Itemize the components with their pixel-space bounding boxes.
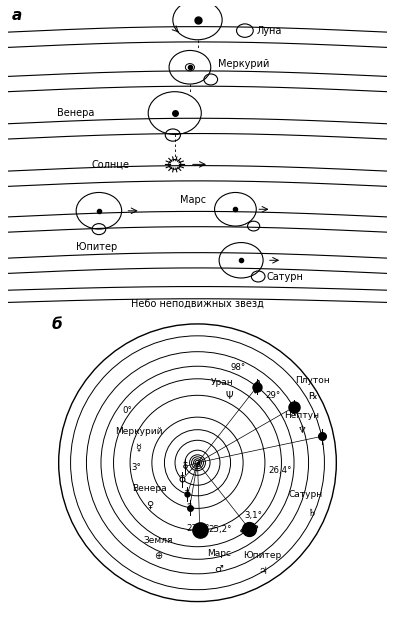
Text: ♂: ♂ xyxy=(214,563,223,574)
Text: ⊕: ⊕ xyxy=(154,551,163,561)
Text: ℞: ℞ xyxy=(308,391,317,401)
Text: Марс: Марс xyxy=(207,549,231,558)
Text: Юпитер: Юпитер xyxy=(76,242,117,252)
Text: Земля: Земля xyxy=(144,536,173,545)
Text: Нептун: Нептун xyxy=(284,411,320,420)
Text: 25,2°: 25,2° xyxy=(208,525,231,534)
Text: Меркурий: Меркурий xyxy=(115,426,162,436)
Text: ♄: ♄ xyxy=(308,508,317,518)
Text: ♆: ♆ xyxy=(297,425,307,436)
Text: б: б xyxy=(52,317,63,333)
Text: 3°: 3° xyxy=(132,463,142,472)
Text: Небо неподвижных звезд: Небо неподвижных звезд xyxy=(131,299,264,309)
Text: Луна: Луна xyxy=(257,25,282,36)
Text: ♀: ♀ xyxy=(146,500,154,510)
Text: Плутон: Плутон xyxy=(295,376,330,385)
Text: 26,4°: 26,4° xyxy=(268,466,292,475)
Text: а: а xyxy=(12,7,22,23)
Text: Сатурн: Сатурн xyxy=(289,490,323,499)
Text: Солнце: Солнце xyxy=(91,159,129,170)
Text: Меркурий: Меркурий xyxy=(218,59,270,69)
Text: 23,5°: 23,5° xyxy=(186,524,210,533)
Text: Марс: Марс xyxy=(181,195,207,205)
Text: Венера: Венера xyxy=(57,108,94,118)
Text: Уран: Уран xyxy=(211,378,233,387)
Text: 0°: 0° xyxy=(122,406,132,415)
Text: ♃: ♃ xyxy=(258,566,267,576)
Text: Венера: Венера xyxy=(133,484,167,493)
Text: Юпитер: Юпитер xyxy=(243,551,281,560)
Text: Ψ: Ψ xyxy=(226,391,233,401)
Text: 3,1°: 3,1° xyxy=(245,511,263,520)
Text: 98°: 98° xyxy=(231,363,246,372)
Text: 29°: 29° xyxy=(265,391,280,400)
Text: ☿: ☿ xyxy=(135,442,142,452)
Text: Сатурн: Сатурн xyxy=(267,273,304,283)
